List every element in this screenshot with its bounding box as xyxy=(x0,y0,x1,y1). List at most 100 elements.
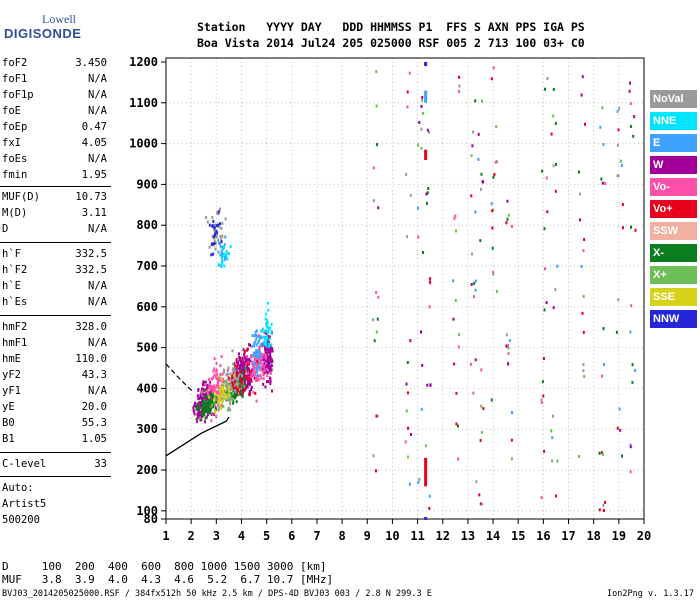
param-key: fxI xyxy=(2,137,21,149)
noise-point xyxy=(420,407,423,411)
scatter-point xyxy=(270,364,273,368)
scatter-point xyxy=(192,406,195,410)
noise-point xyxy=(375,414,378,418)
noise-point xyxy=(426,191,429,195)
scatter-point xyxy=(205,409,208,413)
noise-point xyxy=(546,210,549,214)
noise-point xyxy=(507,352,510,356)
scatter-point xyxy=(268,337,271,341)
scatter-point xyxy=(230,381,233,385)
scatter-point xyxy=(224,217,227,221)
scatter-point xyxy=(210,403,213,407)
noise-point xyxy=(409,193,412,197)
scatter-point xyxy=(234,393,237,397)
scatter-point xyxy=(255,349,258,352)
scatter-point xyxy=(268,344,270,348)
scatter-point xyxy=(255,337,258,341)
scatter-point xyxy=(267,350,270,354)
noise-point xyxy=(632,134,635,138)
noise-point xyxy=(426,128,429,132)
noise-point xyxy=(428,130,430,134)
scatter-point xyxy=(257,334,260,338)
scatter-point xyxy=(255,399,258,403)
scatter-point xyxy=(213,239,216,243)
param-value: 0.47 xyxy=(81,121,107,133)
y-tick-label: 80 xyxy=(144,512,158,526)
scatter-point xyxy=(201,387,204,391)
scatter-point xyxy=(209,401,212,405)
scatter-point xyxy=(219,364,222,368)
scatter-point xyxy=(263,357,265,361)
noise-point xyxy=(617,128,620,132)
scatter-point xyxy=(211,398,214,402)
scatter-point xyxy=(227,397,230,401)
param-row: hmE 110.0 xyxy=(0,351,111,367)
scatter-point xyxy=(246,362,249,366)
scatter-point xyxy=(231,368,234,372)
noise-point xyxy=(507,213,510,217)
scatter-point xyxy=(267,341,270,344)
noise-point xyxy=(474,358,477,362)
noise-point xyxy=(372,318,375,322)
scatter-point xyxy=(207,407,210,411)
y-tick-label: 400 xyxy=(136,381,158,395)
scatter-point xyxy=(247,361,250,365)
noise-point xyxy=(552,306,555,310)
x-tick-label: 13 xyxy=(461,529,475,543)
scatter-point xyxy=(217,392,220,396)
scatter-point xyxy=(251,334,254,338)
param-key: B1 xyxy=(2,433,15,445)
noise-point xyxy=(429,277,432,281)
noise-point xyxy=(375,330,378,334)
scatter-point xyxy=(217,250,220,254)
scatter-point xyxy=(208,383,211,387)
scatter-point xyxy=(225,388,227,392)
scatter-point xyxy=(222,380,225,384)
footer-distance-row: D 100 200 400 600 800 1000 1500 3000 [km… xyxy=(2,560,327,573)
x-tick-label: 19 xyxy=(612,529,626,543)
x-tick-label: 10 xyxy=(385,529,399,543)
scatter-point xyxy=(243,356,246,360)
scatter-point xyxy=(207,392,209,396)
param-key: M(D) xyxy=(2,207,28,219)
noise-point xyxy=(427,186,430,190)
scatter-point xyxy=(219,207,221,211)
scatter-point xyxy=(222,404,225,408)
scatter-point xyxy=(231,349,234,353)
noise-point xyxy=(474,210,477,214)
noise-point xyxy=(478,493,481,497)
noise-point xyxy=(491,226,494,230)
scatter-point xyxy=(215,368,218,372)
noise-point xyxy=(633,115,636,119)
param-key: MUF(D) xyxy=(2,191,40,203)
noise-point xyxy=(554,121,557,125)
scatter-point xyxy=(203,388,206,392)
noise-point xyxy=(425,192,428,196)
scatter-point xyxy=(243,353,246,357)
noise-point xyxy=(545,301,548,305)
scatter-point xyxy=(266,361,269,365)
scatter-point xyxy=(214,374,217,378)
scatter-point xyxy=(263,340,266,344)
scatter-point xyxy=(251,360,254,364)
scatter-point xyxy=(255,343,258,347)
scatter-point xyxy=(253,341,256,345)
scatter-point xyxy=(237,362,239,366)
y-tick-label: 300 xyxy=(136,422,158,436)
noise-point xyxy=(540,401,543,405)
scatter-point xyxy=(228,378,231,382)
scatter-point xyxy=(198,396,201,400)
param-row: C-level 33 xyxy=(0,456,111,472)
noise-point xyxy=(418,477,421,481)
scatter-point xyxy=(234,390,237,394)
x-tick-label: 1 xyxy=(162,529,169,543)
scatter-point xyxy=(267,346,270,350)
noise-point xyxy=(417,206,419,210)
noise-point xyxy=(582,330,585,334)
profile-extrapolation-line xyxy=(165,363,195,393)
param-key: foF1p xyxy=(2,89,34,101)
scatter-point xyxy=(244,359,247,362)
param-separator xyxy=(0,315,111,316)
scatter-point xyxy=(213,384,216,388)
scatter-point xyxy=(230,385,233,389)
